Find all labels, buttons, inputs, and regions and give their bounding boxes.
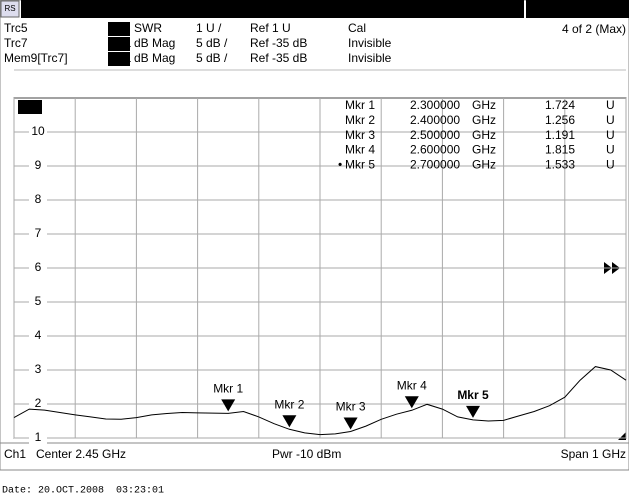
header-cell: 5 dB / (196, 51, 228, 65)
marker-value: 1.815 (545, 143, 575, 157)
header-cell: Invisible (348, 36, 392, 50)
channel: Ch1 (4, 447, 26, 461)
marker-triangle (282, 415, 297, 428)
tick-label-bg (29, 262, 47, 274)
header-cell: Ref 1 U (250, 21, 291, 35)
logo-glyph: RS (4, 4, 15, 13)
tick-label-bg (29, 126, 47, 138)
date: Date: 20.OCT.2008 03:23:01 (2, 486, 164, 497)
status: 4 of 2 (Max) (562, 22, 626, 36)
marker-name: Mkr 5 (345, 157, 375, 171)
header-cell: dB Mag (134, 36, 175, 50)
marker-triangle (466, 405, 480, 418)
marker-x: 2.700000 (410, 157, 460, 171)
marker-x: 2.600000 (410, 143, 460, 157)
header-cell: 5 dB / (196, 36, 228, 50)
tick-label-bg (29, 398, 47, 410)
marker-value: 1.724 (545, 98, 575, 112)
marker-unit: U (606, 143, 615, 157)
marker-name: Mkr 4 (345, 143, 375, 157)
header-cell: Mem9[Trc7] (4, 51, 68, 65)
y-tick-label: 1 (35, 430, 42, 444)
span: Span 1 GHz (561, 447, 626, 461)
marker-triangle (343, 417, 358, 430)
header-cell: dB Mag (134, 51, 175, 65)
header-cell: S21 (110, 51, 132, 65)
y-tick-label: 8 (35, 192, 42, 206)
y-tick-label: 5 (35, 294, 42, 308)
y-tick-label: 7 (35, 226, 42, 240)
marker-x: 2.300000 (410, 98, 460, 112)
y-tick-label: 6 (35, 260, 42, 274)
marker-x: 2.500000 (410, 128, 460, 142)
marker-value: 1.533 (545, 157, 575, 171)
header-cell: Ref -35 dB (250, 36, 307, 50)
logo (0, 0, 20, 18)
marker-unit: U (606, 157, 615, 171)
center-freq: Center 2.45 GHz (36, 447, 126, 461)
marker-label: Mkr 1 (213, 382, 243, 396)
header-cell: SWR (134, 21, 162, 35)
tick-label-bg (29, 296, 47, 308)
header-cell: S21 (110, 36, 132, 50)
marker-name: Mkr 1 (345, 98, 375, 112)
marker-value: 1.256 (545, 113, 575, 127)
header-cell: Ref -35 dB (250, 51, 307, 65)
marker-x-unit: GHz (472, 143, 496, 157)
power: Pwr -10 dBm (272, 447, 341, 461)
marker-name: Mkr 2 (345, 113, 375, 127)
header-cell: Trc5 (4, 21, 28, 35)
marker-unit: U (606, 128, 615, 142)
header-cell: Invisible (348, 51, 392, 65)
marker-x: 2.400000 (410, 113, 460, 127)
tick-label-bg (29, 194, 47, 206)
y-tick-label: 10 (31, 124, 45, 138)
marker-unit: U (606, 113, 615, 127)
header-cell: S11 (110, 21, 131, 35)
title-bar-right (526, 0, 629, 18)
marker-label: Mkr 5 (457, 388, 489, 402)
marker-name: Mkr 3 (345, 128, 375, 142)
tick-label-bg (29, 330, 47, 342)
marker-triangle (404, 396, 419, 409)
trace-label-bg (18, 100, 42, 114)
trace-label: S11 (20, 99, 41, 113)
header-cell: 1 U / (196, 21, 222, 35)
y-tick-label: 3 (35, 362, 42, 376)
marker-label: Mkr 2 (274, 397, 304, 411)
trace-param-bg (108, 22, 130, 36)
trace (13, 366, 627, 436)
marker-x-unit: GHz (472, 113, 496, 127)
marker-label: Mkr 3 (336, 400, 366, 414)
header-cell: Trc7 (4, 36, 28, 50)
tick-label-bg (29, 228, 47, 240)
marker-value: 1.191 (545, 128, 575, 142)
header-cell: Cal (348, 21, 366, 35)
marker-triangle (221, 399, 236, 412)
marker-x-unit: GHz (472, 128, 496, 142)
marker-unit: U (606, 98, 615, 112)
y-tick-label: 2 (35, 396, 42, 410)
active-bullet: • (338, 157, 342, 171)
title-bar (21, 0, 524, 18)
tick-label-bg (29, 364, 47, 376)
marker-x-unit: GHz (472, 98, 496, 112)
marker-label: Mkr 4 (397, 378, 427, 392)
tick-label-bg (29, 160, 47, 172)
y-tick-label: 9 (35, 158, 42, 172)
trace-param-bg (108, 52, 130, 66)
tick-label-bg (29, 432, 47, 444)
marker-x-unit: GHz (472, 157, 496, 171)
y-tick-label: 4 (35, 328, 42, 342)
trace-param-bg (108, 37, 130, 51)
